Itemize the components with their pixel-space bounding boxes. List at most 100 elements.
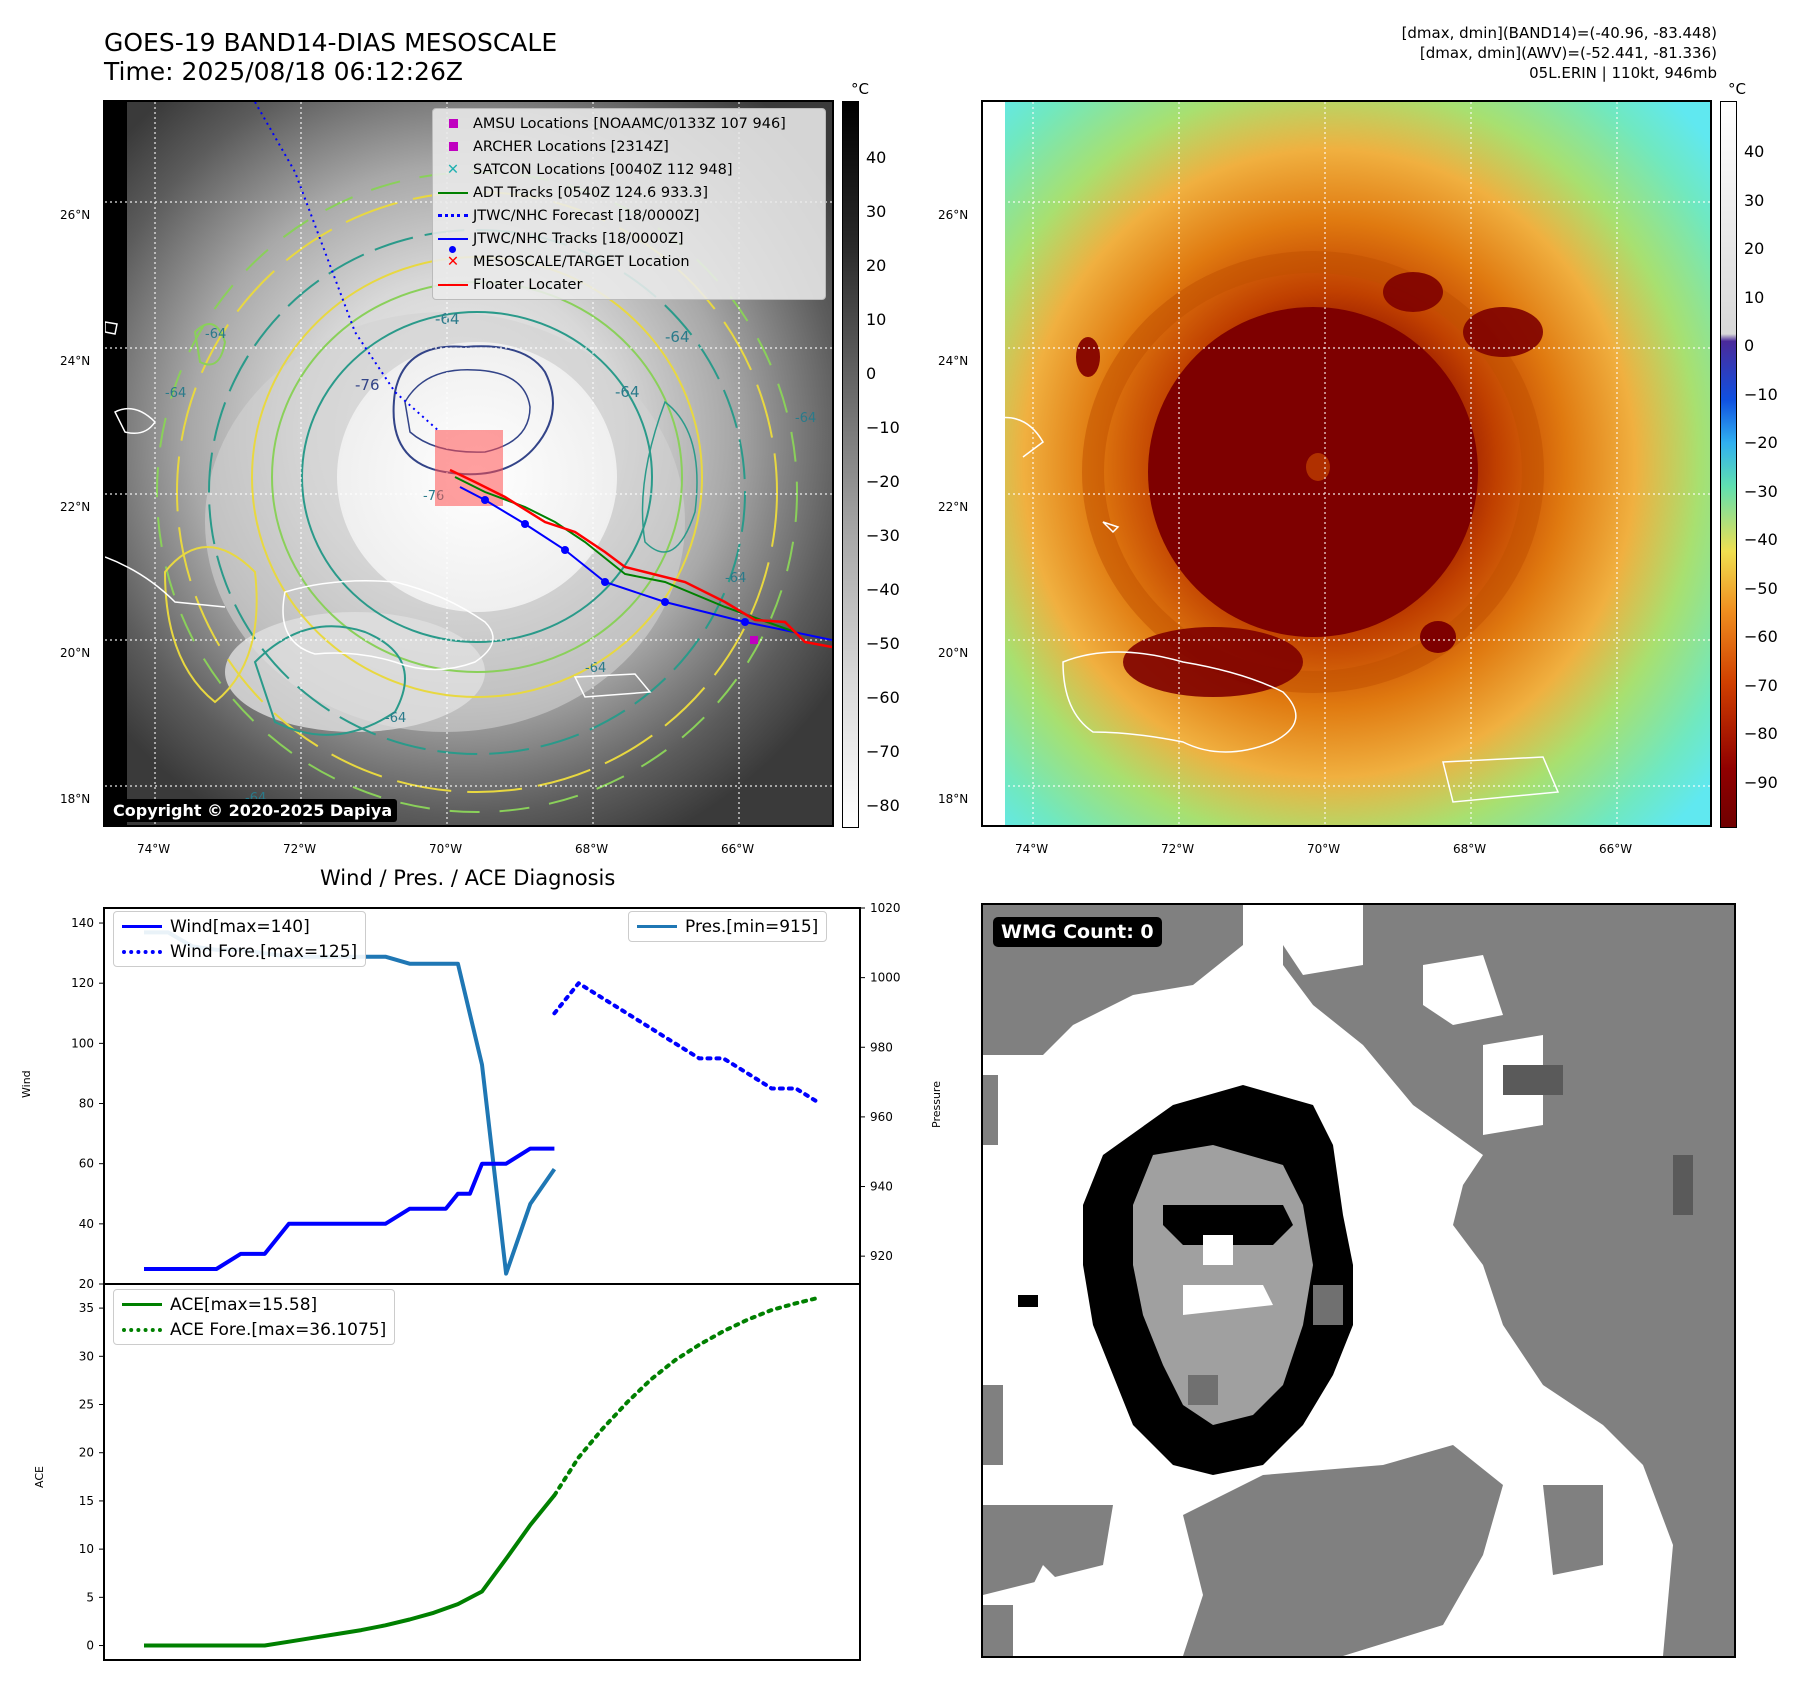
legend-item-adt: ADT Tracks [0540Z 124.6 933.3] [433,181,825,204]
contour-label: -64 [585,661,606,676]
lon-tick: 66°W [721,842,755,856]
ir-map-panel: -64 -64 -76 -64 -64 -64 -64 -76 -64 -64 … [103,100,834,827]
ace-tick-label: 0 [86,1639,94,1653]
legend-ace-fore: ACE Fore.[max=36.1075] [114,1317,394,1342]
forecast-track [254,102,441,433]
lon-tick: 72°W [1161,842,1195,856]
x-marker-icon: ✕ [446,253,460,270]
ace-forecast-series-line [552,1295,822,1498]
info-band14-range: [dmax, dmin](BAND14)=(-40.96, -83.448) [1401,24,1717,42]
lon-tick: 70°W [1307,842,1341,856]
lon-tick: 68°W [1453,842,1487,856]
wind-axis-label: Wind [20,1070,33,1098]
lat-tick: 20°N [60,646,91,660]
contour-label: -64 [205,327,226,342]
pressure-tick-label: 980 [870,1040,893,1054]
lat-tick: 22°N [938,500,969,514]
chart-title-line2: Time: 2025/08/18 06:12:26Z [104,57,463,86]
x-marker-icon: ✕ [446,161,460,178]
lon-tick: 66°W [1599,842,1633,856]
legend-ace: ACE[max=15.58] [114,1292,394,1317]
line-dot-icon [438,237,468,240]
copyright-badge: Copyright © 2020-2025 Dapiya [108,799,398,822]
ace-tick-label: 15 [79,1494,94,1508]
lon-tick: 68°W [575,842,609,856]
contour-label: -64 [725,571,746,586]
lon-tick: 74°W [137,842,171,856]
pressure-tick-label: 920 [870,1249,893,1263]
wind-tick-label: 100 [71,1036,94,1050]
contour-label: -64 [165,386,186,401]
wind-tick-label: 20 [79,1277,94,1291]
contour-label: -64 [795,411,816,426]
contour-label: -64 [615,383,640,401]
legend-item-tracks: JTWC/NHC Tracks [18/0000Z] [433,227,825,253]
wind-tick-label: 120 [71,976,94,990]
pressure-tick-label: 1000 [870,971,901,985]
ace-tick-label: 25 [79,1398,94,1412]
legend-item-forecast: JTWC/NHC Forecast [18/0000Z] [433,204,825,227]
adt-track [454,476,796,633]
legend-item-floater: Floater Locater [433,273,825,296]
colorbar-unit: °C [1728,80,1746,98]
legend-pressure: Pres.[min=915] [629,914,826,939]
lower-frame [103,1283,861,1661]
legend-wind: Wind[max=140] [114,914,365,939]
lat-tick: 18°N [938,792,969,806]
pressure-legend: Pres.[min=915] [628,911,828,942]
pressure-tick-label: 940 [870,1180,893,1194]
line-marker-icon [438,191,468,194]
lat-tick: 20°N [938,646,969,660]
dotted-line-icon [438,214,468,217]
lat-tick: 24°N [938,354,969,368]
awv-map-panel [981,100,1712,827]
ace-tick-label: 10 [79,1542,94,1556]
wind-legend: Wind[max=140] Wind Fore.[max=125] [113,911,367,967]
lat-tick: 18°N [60,792,91,806]
lat-tick: 26°N [938,208,969,222]
ace-tick-label: 5 [86,1590,94,1604]
ace-axis-label: ACE [33,1466,46,1488]
line-marker-icon [637,925,677,928]
diagnosis-title: Wind / Pres. / ACE Diagnosis [320,866,616,890]
legend-item-amsu: AMSU Locations [NOAAMC/0133Z 107 946] [433,112,825,135]
lat-tick: 22°N [60,500,91,514]
square-marker-icon [448,119,458,128]
colorbar-right [1720,101,1737,828]
map-legend: AMSU Locations [NOAAMC/0133Z 107 946] AR… [432,108,826,300]
amsu-marker [750,636,758,644]
ace-plot: 35 30 25 20 15 10 5 0 [79,1283,861,1661]
lon-tick: 74°W [1015,842,1049,856]
wmg-image [983,905,1734,1656]
colorbar-unit: °C [851,80,869,98]
awv-map-image [983,102,1710,825]
line-marker-icon [438,283,468,286]
wind-tick-label: 40 [79,1217,94,1231]
ace-tick-label: 35 [79,1301,94,1315]
info-storm-summary: 05L.ERIN | 110kt, 946mb [1529,64,1717,82]
legend-item-archer: ARCHER Locations [2314Z] [433,135,825,158]
line-marker-icon [122,925,162,928]
ace-tick-label: 20 [79,1446,94,1460]
pressure-tick-label: 960 [870,1110,893,1124]
contour-label: -76 [355,376,380,394]
pressure-tick-label: 1020 [870,901,901,915]
info-awv-range: [dmax, dmin](AWV)=(-52.441, -81.336) [1419,44,1717,62]
lon-tick: 70°W [429,842,463,856]
pressure-axis-label: Pressure [930,1081,943,1128]
wind-tick-label: 80 [79,1097,94,1111]
floater-track [449,468,832,649]
legend-item-mesoscale: ✕ MESOSCALE/TARGET Location [433,250,825,273]
jtwc-track [459,486,832,641]
line-marker-icon [122,1303,162,1306]
wind-tick-label: 140 [71,916,94,930]
ace-tick-label: 30 [79,1349,94,1363]
lat-tick: 26°N [60,208,91,222]
wind-tick-label: 60 [79,1157,94,1171]
contour-label: -64 [665,328,690,346]
legend-wind-fore: Wind Fore.[max=125] [114,939,365,964]
lon-tick: 72°W [283,842,317,856]
colorbar-left [842,101,859,828]
mesoscale-box [435,430,503,506]
